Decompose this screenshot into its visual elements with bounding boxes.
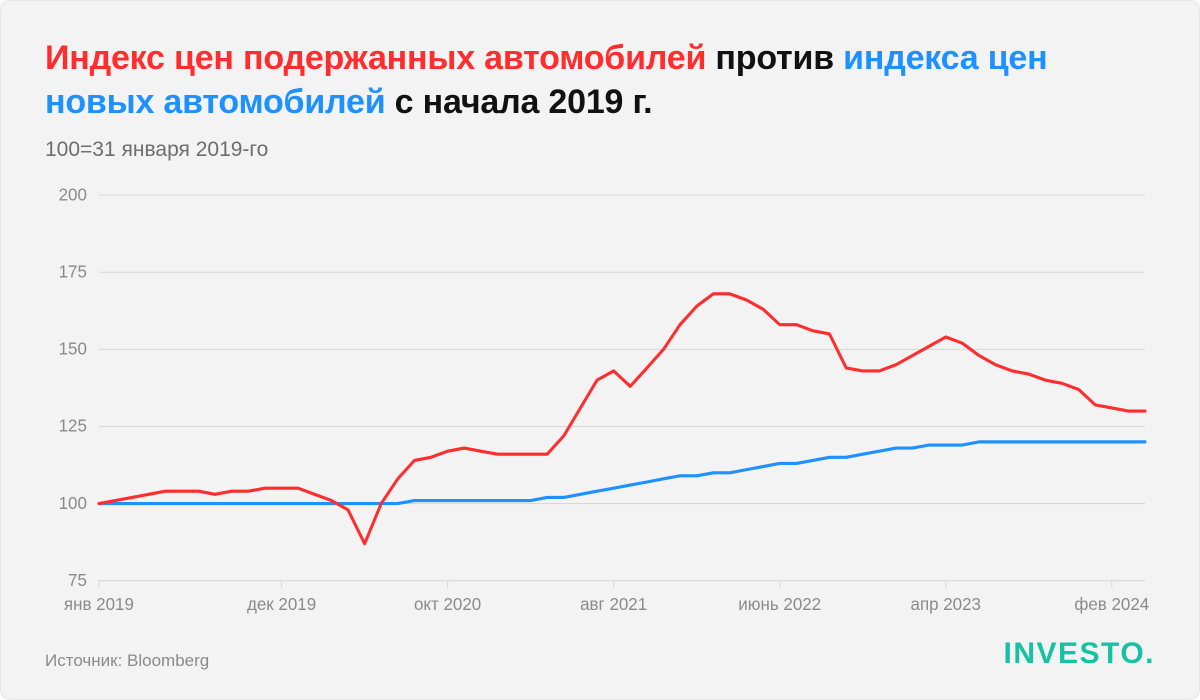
x-tick-label: фев 2024 xyxy=(1074,594,1149,614)
y-tick-label: 125 xyxy=(59,415,87,435)
chart-card: Индекс цен подержанных автомобилей проти… xyxy=(0,0,1200,700)
title-series-used: Индекс цен подержанных автомобилей xyxy=(45,39,706,77)
x-tick-label: июнь 2022 xyxy=(738,594,821,614)
line-chart-svg: 75 100 125 150 175 200 янв 2019 дек 2019 окт 20… xyxy=(45,170,1155,631)
y-tick-label: 175 xyxy=(59,261,87,281)
grid-lines xyxy=(99,195,1145,588)
y-axis-labels: 75 100 125 150 175 200 xyxy=(59,184,87,590)
y-tick-label: 100 xyxy=(59,492,87,512)
series-new-cars xyxy=(99,442,1145,504)
chart-title: Индекс цен подержанных автомобилей проти… xyxy=(45,37,1155,124)
y-tick-label: 200 xyxy=(59,184,87,204)
source-label: Источник: Bloomberg xyxy=(45,651,209,671)
brand-dot: . xyxy=(1145,637,1155,670)
title-mid-2: с начала 2019 г. xyxy=(385,83,652,121)
chart-subtitle: 100=31 января 2019-го xyxy=(45,138,1155,162)
brand-logo: INVESTO. xyxy=(1004,637,1156,671)
chart-area: 75 100 125 150 175 200 янв 2019 дек 2019 окт 20… xyxy=(45,170,1155,631)
y-tick-label: 150 xyxy=(59,338,87,358)
brand-text: INVESTO xyxy=(1004,637,1146,670)
series-used-cars xyxy=(99,294,1145,544)
x-axis-labels: янв 2019 дек 2019 окт 2020 авг 2021 июнь 202… xyxy=(64,594,1150,614)
title-mid-1: против xyxy=(706,39,843,77)
chart-footer: Источник: Bloomberg INVESTO. xyxy=(45,637,1155,671)
x-tick-label: дек 2019 xyxy=(247,594,316,614)
x-tick-label: янв 2019 xyxy=(64,594,134,614)
x-tick-label: авг 2021 xyxy=(580,594,647,614)
x-tick-label: апр 2023 xyxy=(911,594,981,614)
x-tick-label: окт 2020 xyxy=(414,594,481,614)
y-tick-label: 75 xyxy=(68,570,87,590)
